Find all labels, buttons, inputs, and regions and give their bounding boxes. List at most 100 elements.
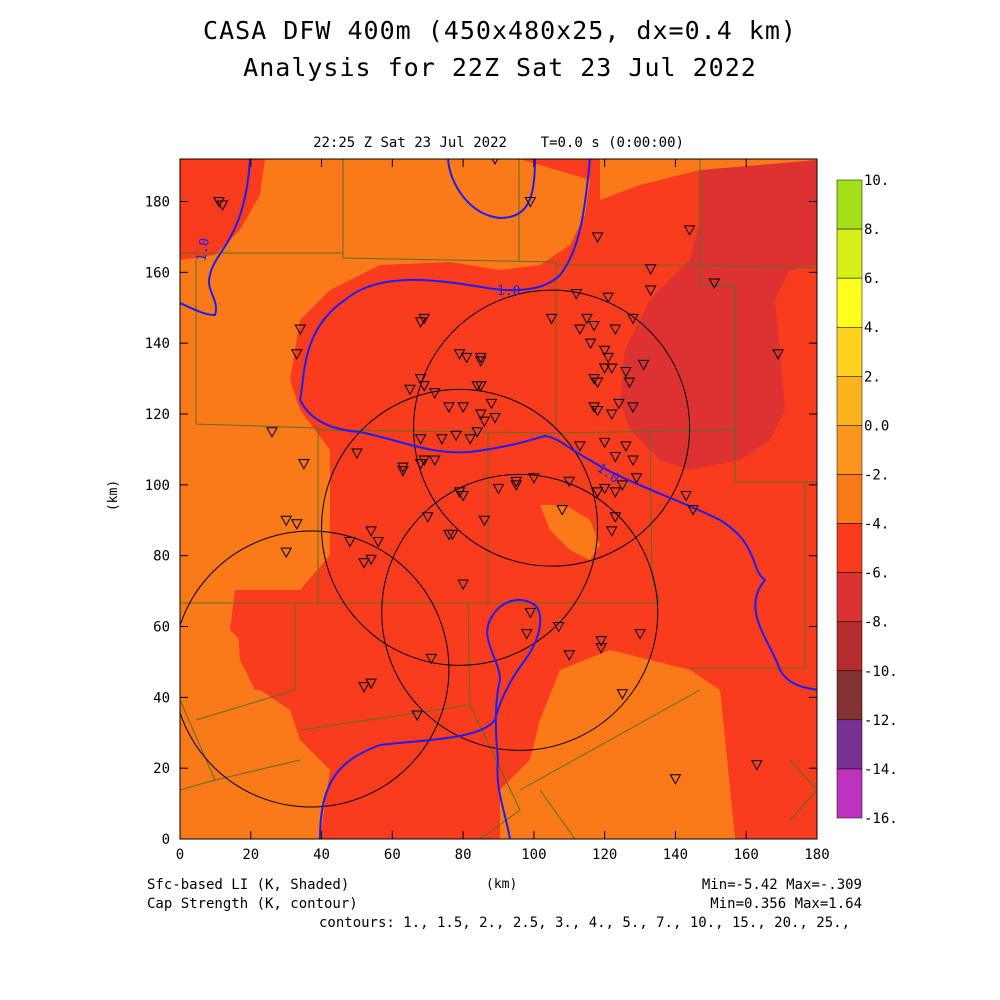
station-marker — [290, 519, 303, 530]
station-marker — [457, 490, 469, 502]
shaded-field-label: Sfc-based LI (K, Shaded) — [147, 877, 350, 893]
station-marker — [570, 289, 583, 300]
station-marker — [581, 313, 593, 325]
station-marker — [609, 487, 622, 498]
station-marker — [616, 480, 629, 491]
station-marker — [344, 537, 356, 548]
station-marker — [602, 292, 615, 304]
station-marker — [489, 413, 501, 424]
station-marker — [612, 398, 625, 410]
cap-strength-contours — [180, 159, 817, 839]
station-marker — [609, 452, 622, 463]
station-marker — [474, 352, 487, 364]
colorbar-swatch — [836, 621, 863, 672]
station-marker — [266, 427, 278, 438]
station-marker — [750, 760, 763, 771]
y-tick-label: 80 — [153, 549, 170, 565]
colorbar: 10. 8. 6. 4. 2. 0.0 -2. -4. -6. -8. -10. -12. -14. -1… — [836, 173, 898, 827]
li-region-orange-patch — [540, 505, 600, 560]
colorbar-label: -14. — [864, 762, 898, 778]
station-marker — [605, 363, 618, 374]
station-marker — [591, 377, 604, 389]
station-marker — [474, 409, 487, 421]
station-marker — [563, 476, 576, 488]
station-marker — [680, 490, 692, 502]
colorbar-swatch — [836, 523, 863, 573]
station-marker — [478, 515, 491, 527]
x-tick-label: 60 — [384, 847, 401, 863]
colorbar-label: 10. — [864, 173, 889, 189]
shaded-min-max: Min=-5.42 Max=-.309 — [701, 877, 862, 893]
station-marker — [609, 512, 622, 523]
station-marker — [372, 537, 385, 548]
station-marker — [397, 462, 409, 474]
station-marker — [280, 547, 293, 559]
station-marker — [397, 466, 409, 477]
station-marker — [627, 313, 639, 325]
station-marker — [620, 441, 632, 452]
x-tick-label: 20 — [242, 847, 259, 863]
county-boundaries — [180, 159, 817, 839]
station-marker — [683, 225, 696, 236]
y-tick-label: 160 — [145, 265, 170, 281]
station-marker — [414, 317, 427, 328]
station-marker — [574, 324, 586, 336]
station-marker — [591, 232, 604, 243]
contour-levels: contours: 1., 1.5, 2., 2.5, 3., 4., 5., … — [318, 915, 850, 931]
colorbar-swatch — [836, 376, 863, 426]
y-tick-label: 40 — [153, 690, 170, 706]
colorbar-swatch — [836, 572, 863, 622]
contour-1-0-top — [447, 159, 536, 220]
station-marker — [404, 384, 416, 396]
station-marker — [598, 437, 611, 449]
station-marker — [520, 629, 533, 640]
station-marker — [588, 374, 600, 385]
station-marker — [669, 774, 682, 785]
station-marker — [627, 402, 639, 413]
y-tick-label: 140 — [145, 336, 170, 352]
station-marker — [492, 483, 505, 495]
station-marker — [602, 352, 615, 364]
station-marker — [457, 579, 469, 591]
x-axis: 0 20 40 60 80 100 120 140 160 180 — [176, 159, 830, 863]
contour-1-0-northcenter — [493, 159, 591, 292]
y-tick-label: 0 — [162, 832, 170, 848]
colorbar-label: -10. — [864, 664, 898, 680]
station-marker — [474, 381, 487, 392]
station-marker — [510, 476, 523, 488]
station-marker — [428, 388, 441, 399]
x-tick-label: 100 — [521, 847, 546, 863]
colorbar-label: -8. — [864, 615, 889, 631]
station-marker — [216, 200, 229, 212]
station-marker — [443, 402, 455, 413]
li-region-red-sw — [235, 590, 290, 690]
station-marker — [425, 653, 438, 665]
contour-1-0-north — [298, 278, 817, 691]
contour-1-0-south — [319, 599, 542, 839]
title-line-1: CASA DFW 400m (450x480x25, dx=0.4 km) — [203, 16, 797, 45]
station-marker — [634, 629, 646, 640]
station-marker — [605, 526, 618, 537]
station-marker — [411, 710, 423, 722]
contour-label: 1.0 — [497, 284, 520, 299]
station-marker — [298, 459, 310, 470]
contour-field-label: Cap Strength (K, contour) — [147, 896, 358, 912]
station-marker — [485, 398, 498, 410]
station-marker — [478, 416, 491, 428]
x-tick-label: 80 — [455, 847, 472, 863]
station-marker — [351, 448, 363, 459]
y-tick-label: 60 — [153, 620, 170, 636]
station-marker — [428, 455, 441, 467]
station-marker — [510, 480, 523, 491]
station-marker — [591, 487, 604, 498]
station-marker — [421, 512, 434, 523]
y-axis-label: (km) — [106, 479, 122, 512]
colorbar-swatch — [836, 326, 863, 377]
station-marker — [418, 313, 431, 325]
y-tick-label: 120 — [145, 407, 170, 423]
station-marker — [545, 313, 558, 325]
y-tick-label: 100 — [145, 478, 170, 494]
station-marker — [280, 515, 293, 527]
title-line-2: Analysis for 22Z Sat 23 Jul 2022 — [243, 53, 757, 82]
station-markers — [213, 159, 784, 785]
